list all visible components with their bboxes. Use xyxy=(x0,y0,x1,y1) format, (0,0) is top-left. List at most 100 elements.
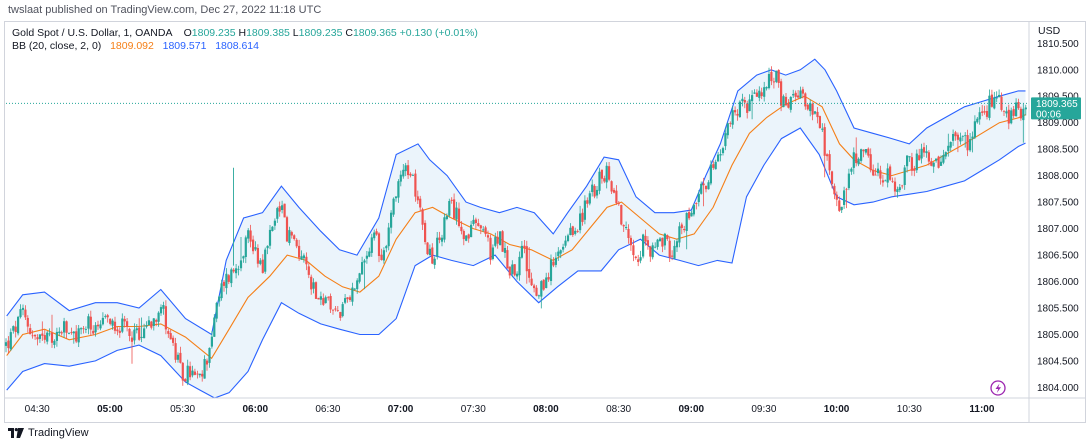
candle-body xyxy=(363,260,366,263)
candle-body xyxy=(920,148,923,159)
candle-body xyxy=(949,142,952,148)
candle-body xyxy=(843,190,846,205)
candle-body xyxy=(714,161,717,170)
candle-body xyxy=(1005,111,1008,114)
candle-body xyxy=(281,205,284,210)
candle-body xyxy=(60,332,63,334)
candle-body xyxy=(218,296,221,302)
candle-body xyxy=(205,360,209,365)
candle-body xyxy=(252,239,255,252)
candle-body xyxy=(305,256,308,265)
candle-body xyxy=(695,203,698,204)
candle-body xyxy=(792,94,795,96)
candle-body xyxy=(19,309,22,318)
candle-body xyxy=(232,269,235,272)
candle-body xyxy=(162,305,165,309)
time-tick-label: 05:00 xyxy=(97,404,123,415)
candle-body xyxy=(331,309,335,311)
candle-body xyxy=(646,240,649,246)
candle-body xyxy=(104,316,107,317)
candle-body xyxy=(443,217,446,240)
legend-bb-row[interactable]: BB (20, close, 2, 0) 1809.092 1809.571 1… xyxy=(12,40,478,53)
legend-bb-label[interactable]: BB (20, close, 2, 0) xyxy=(12,40,102,52)
candle-body xyxy=(651,245,654,258)
legend-symbol[interactable]: Gold Spot / U.S. Dollar, 1, OANDA xyxy=(12,27,172,39)
price-tick-label: 1809.500 xyxy=(1037,92,1079,103)
candle-body xyxy=(433,258,436,265)
candle-body xyxy=(581,212,584,222)
candle-body xyxy=(242,256,245,259)
candle-body xyxy=(770,71,773,82)
candle-body xyxy=(470,224,473,238)
candle-body xyxy=(656,239,659,247)
candle-body xyxy=(215,302,218,319)
candle-body xyxy=(361,262,364,275)
candle-body xyxy=(901,185,904,187)
candle-body xyxy=(969,139,972,151)
candles-layer xyxy=(4,66,1027,386)
candle-body xyxy=(845,188,848,190)
bollinger-band-layer xyxy=(6,58,1026,399)
price-tick-label: 1807.500 xyxy=(1037,198,1079,209)
candle-body xyxy=(164,306,167,330)
candle-body xyxy=(545,277,548,288)
candle-body xyxy=(208,347,211,363)
candle-body xyxy=(426,242,429,255)
candle-body xyxy=(159,307,163,314)
candle-body xyxy=(26,317,29,327)
candle-body xyxy=(300,256,303,260)
candle-body xyxy=(7,340,10,349)
candle-body xyxy=(99,324,102,329)
candle-body xyxy=(496,236,499,244)
candle-body xyxy=(431,247,434,264)
candle-body xyxy=(1024,107,1027,110)
candle-body xyxy=(666,235,669,240)
time-axis[interactable]: 04:30 05:00 05:30 06:00 06:30 07:00 07:30 08:00… xyxy=(4,397,1086,415)
candle-body xyxy=(886,168,889,183)
candle-body xyxy=(356,280,359,290)
candle-body xyxy=(143,328,146,339)
candle-body xyxy=(767,74,771,89)
candle-body xyxy=(82,328,85,330)
candle-body xyxy=(411,175,414,176)
candle-body xyxy=(428,248,431,256)
candle-body xyxy=(702,183,705,186)
price-axis[interactable]: 1810.500 1810.000 1809.500 1809.000 1808.500… xyxy=(1028,21,1079,422)
price-tick-label: 1805.000 xyxy=(1037,330,1079,341)
price-tag-price: 1809.365 xyxy=(1036,99,1078,110)
candle-body xyxy=(12,326,15,331)
candle-body xyxy=(237,268,240,270)
legend-symbol-row[interactable]: Gold Spot / U.S. Dollar, 1, OANDA O1809.… xyxy=(12,27,478,40)
time-tick-label: 07:00 xyxy=(388,404,414,415)
candle-body xyxy=(329,296,332,310)
candle-body xyxy=(94,325,97,333)
candle-body xyxy=(637,259,640,262)
candle-body xyxy=(266,245,269,249)
candle-body xyxy=(860,149,863,161)
candle-body xyxy=(830,171,834,185)
candle-body xyxy=(629,237,632,246)
candle-body xyxy=(782,96,785,108)
candle-body xyxy=(358,273,361,282)
candle-body xyxy=(186,365,189,383)
price-tag-countdown: 00:06 xyxy=(1036,109,1061,120)
lightning-icon[interactable] xyxy=(990,380,1006,396)
chart-frame xyxy=(4,21,1086,423)
candle-body xyxy=(833,185,836,195)
candle-body xyxy=(821,128,824,130)
candle-body xyxy=(135,328,138,331)
candle-body xyxy=(298,245,301,258)
candle-body xyxy=(239,260,243,269)
candle-body xyxy=(70,332,73,333)
candle-body xyxy=(787,103,790,108)
candle-body xyxy=(554,257,557,265)
tradingview-logo[interactable]: TradingView xyxy=(8,427,89,439)
candle-body xyxy=(176,354,180,360)
candle-body xyxy=(898,187,901,191)
candle-body xyxy=(1007,109,1010,124)
price-axis-currency[interactable]: USD xyxy=(1038,25,1061,37)
candle-body xyxy=(264,249,267,272)
candle-body xyxy=(344,298,347,303)
candle-body xyxy=(450,199,453,201)
